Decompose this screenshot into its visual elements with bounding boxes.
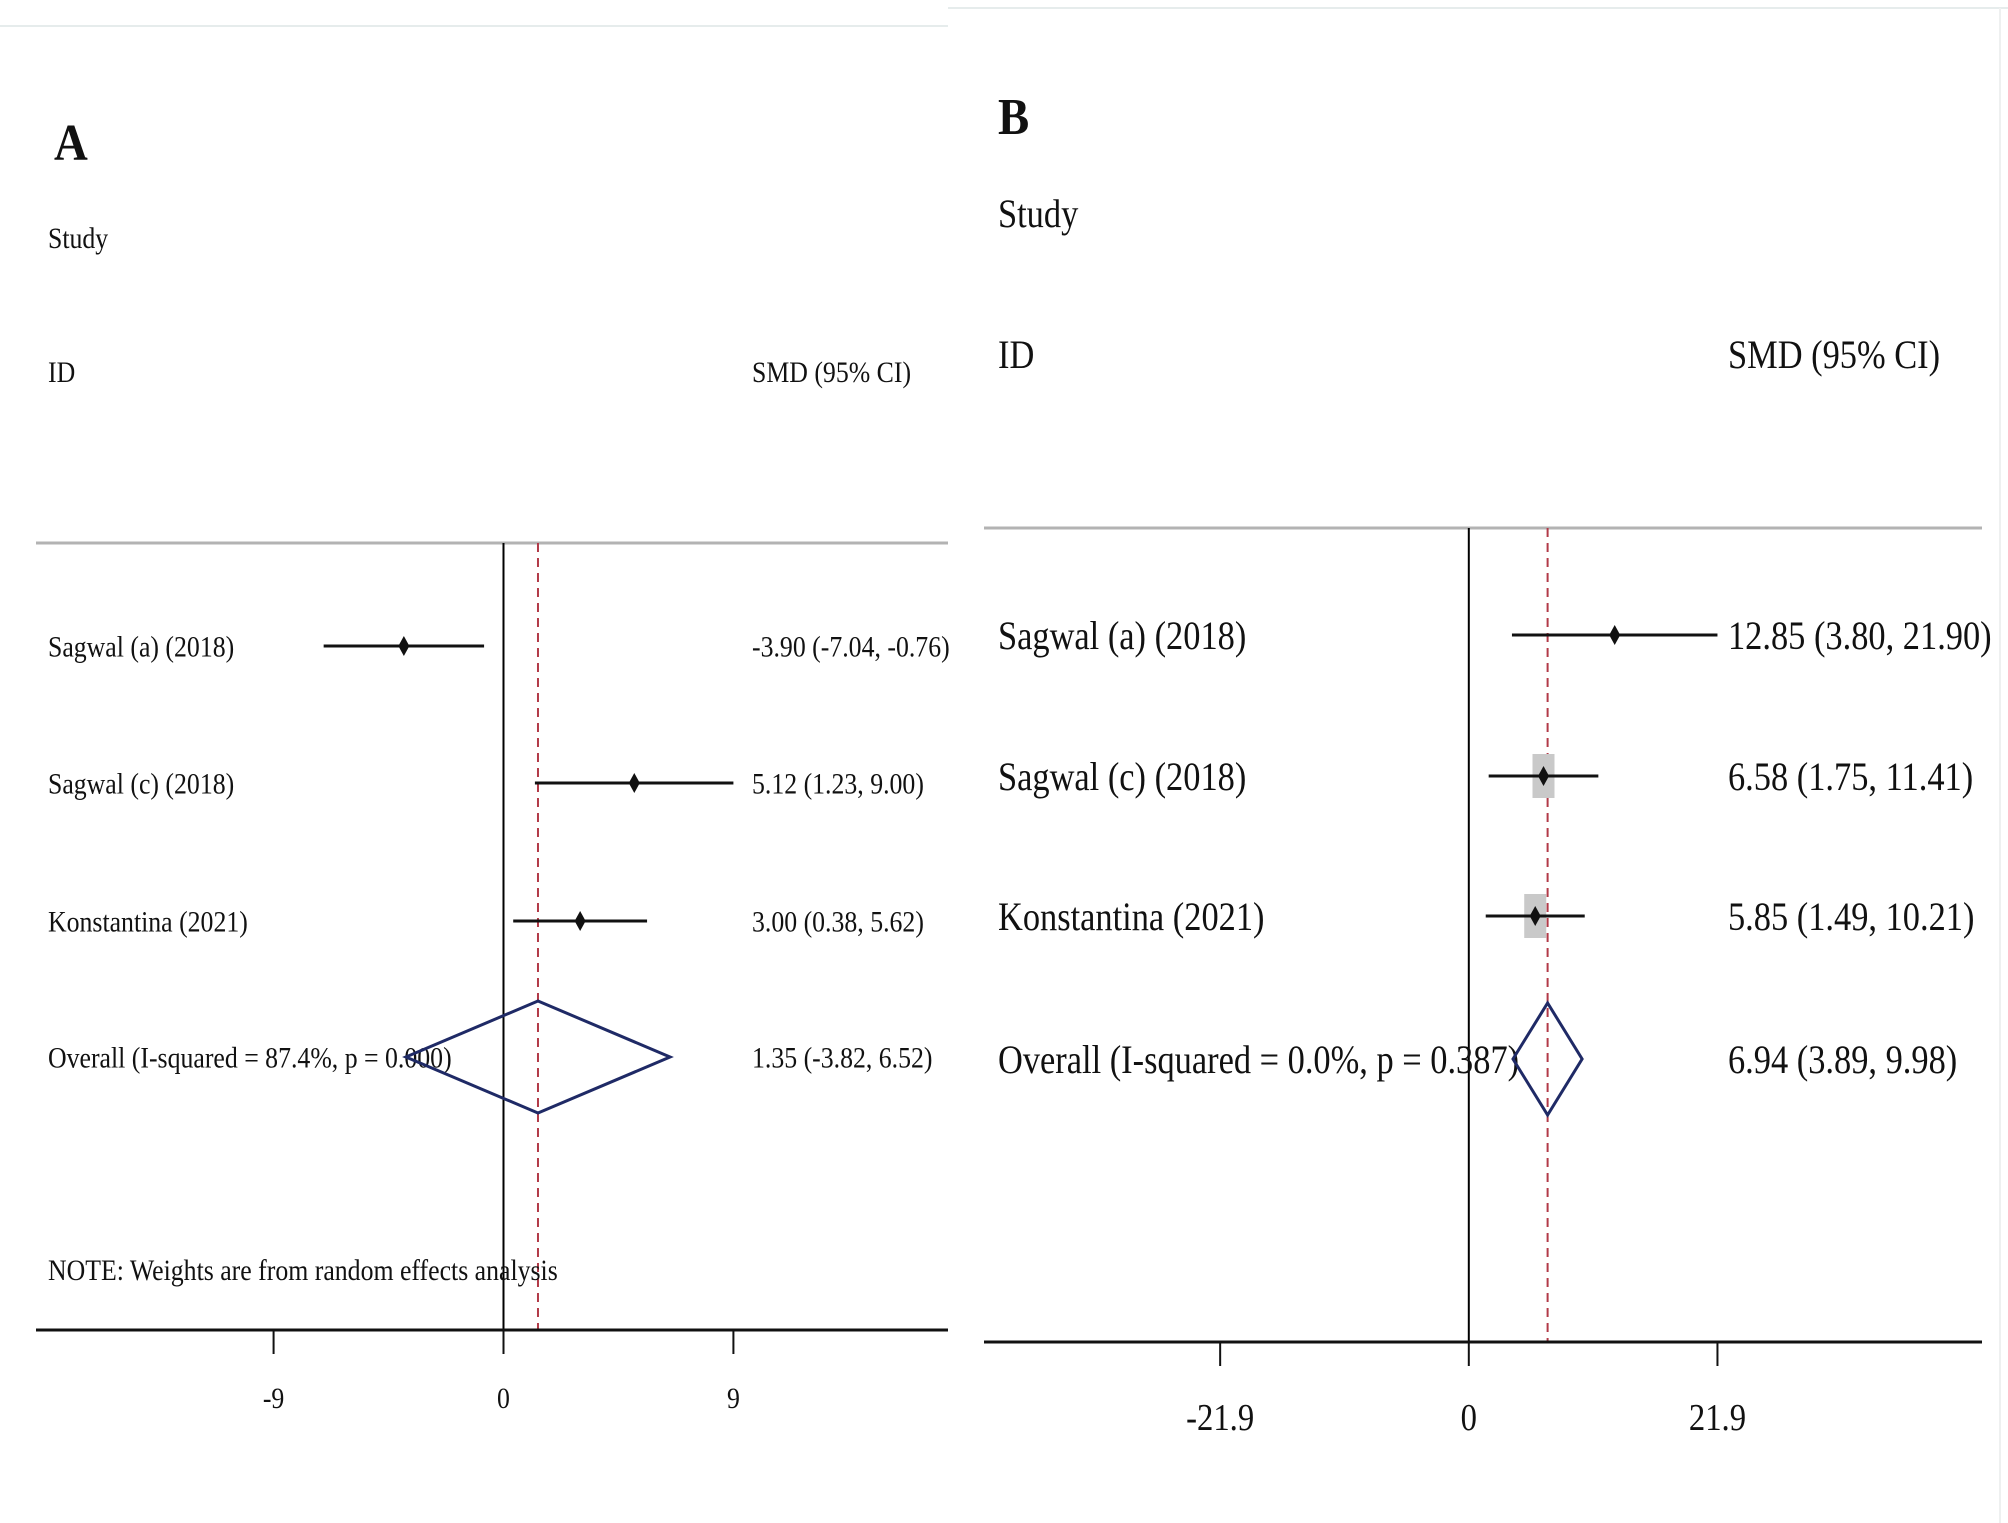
study-row: Konstantina (2021) 3.00 (0.38, 5.62): [48, 906, 924, 939]
x-tick-label: 21.9: [1689, 1396, 1746, 1439]
study-row: Konstantina (2021) 5.85 (1.49, 10.21): [998, 894, 1974, 940]
study-row: Sagwal (c) (2018) 5.12 (1.23, 9.00): [48, 768, 924, 801]
overall-row: Overall (I-squared = 87.4%, p = 0.000) 1.…: [48, 999, 933, 1115]
overall-row: Overall (I-squared = 0.0%, p = 0.387) 6.9…: [998, 1000, 1957, 1118]
header-id: ID: [998, 334, 1034, 378]
x-tick-label: 0: [497, 1382, 510, 1415]
study-ci-text: 5.85 (1.49, 10.21): [1728, 896, 1974, 940]
forest-panel-a: A Study ID SMD (95% CI) Sagwal (a) (2018) -3.…: [36, 114, 950, 1416]
forest-panel-b: B Study ID SMD (95% CI) Sagwal (a) (2018) 12.…: [984, 88, 1992, 1439]
overall-label: Overall (I-squared = 87.4%, p = 0.000): [48, 1042, 452, 1075]
study-point-marker: [1609, 625, 1621, 645]
panel-label: B: [998, 88, 1029, 146]
study-name: Sagwal (a) (2018): [48, 631, 234, 664]
study-ci-text: -3.90 (-7.04, -0.76): [752, 631, 950, 664]
study-ci-text: 12.85 (3.80, 21.90): [1728, 615, 1992, 659]
study-name: Sagwal (a) (2018): [998, 615, 1246, 659]
study-name: Konstantina (2021): [48, 906, 248, 939]
study-row: Sagwal (a) (2018) 12.85 (3.80, 21.90): [998, 615, 1992, 659]
study-row: Sagwal (c) (2018) 6.58 (1.75, 11.41): [998, 754, 1973, 800]
header-study: Study: [48, 222, 108, 255]
x-tick-label: 0: [1461, 1396, 1477, 1439]
x-tick-label: 9: [727, 1382, 740, 1415]
study-name: Sagwal (c) (2018): [998, 756, 1246, 800]
x-tick-label: -21.9: [1186, 1396, 1254, 1439]
header-effect: SMD (95% CI): [752, 356, 911, 389]
study-point-marker: [1529, 906, 1541, 926]
study-point-marker: [1538, 766, 1550, 786]
study-name: Sagwal (c) (2018): [48, 768, 234, 801]
study-row: Sagwal (a) (2018) -3.90 (-7.04, -0.76): [48, 631, 950, 664]
study-ci-text: 5.12 (1.23, 9.00): [752, 768, 924, 801]
overall-diamond: [1511, 1000, 1584, 1118]
study-point-marker: [628, 773, 640, 793]
weights-note: NOTE: Weights are from random effects an…: [48, 1254, 558, 1287]
header-effect: SMD (95% CI): [1728, 334, 1940, 378]
study-point-marker: [574, 911, 586, 931]
header-study: Study: [998, 193, 1079, 237]
overall-diamond: [402, 999, 674, 1115]
study-ci-text: 3.00 (0.38, 5.62): [752, 906, 924, 939]
x-tick-label: -9: [263, 1382, 284, 1415]
overall-label: Overall (I-squared = 0.0%, p = 0.387): [998, 1039, 1519, 1083]
study-ci-text: 6.58 (1.75, 11.41): [1728, 756, 1973, 800]
overall-ci-text: 1.35 (-3.82, 6.52): [752, 1042, 933, 1075]
overall-ci-text: 6.94 (3.89, 9.98): [1728, 1039, 1957, 1083]
header-id: ID: [48, 356, 75, 389]
panel-label: A: [54, 114, 88, 172]
study-name: Konstantina (2021): [998, 896, 1264, 940]
study-point-marker: [398, 636, 410, 656]
